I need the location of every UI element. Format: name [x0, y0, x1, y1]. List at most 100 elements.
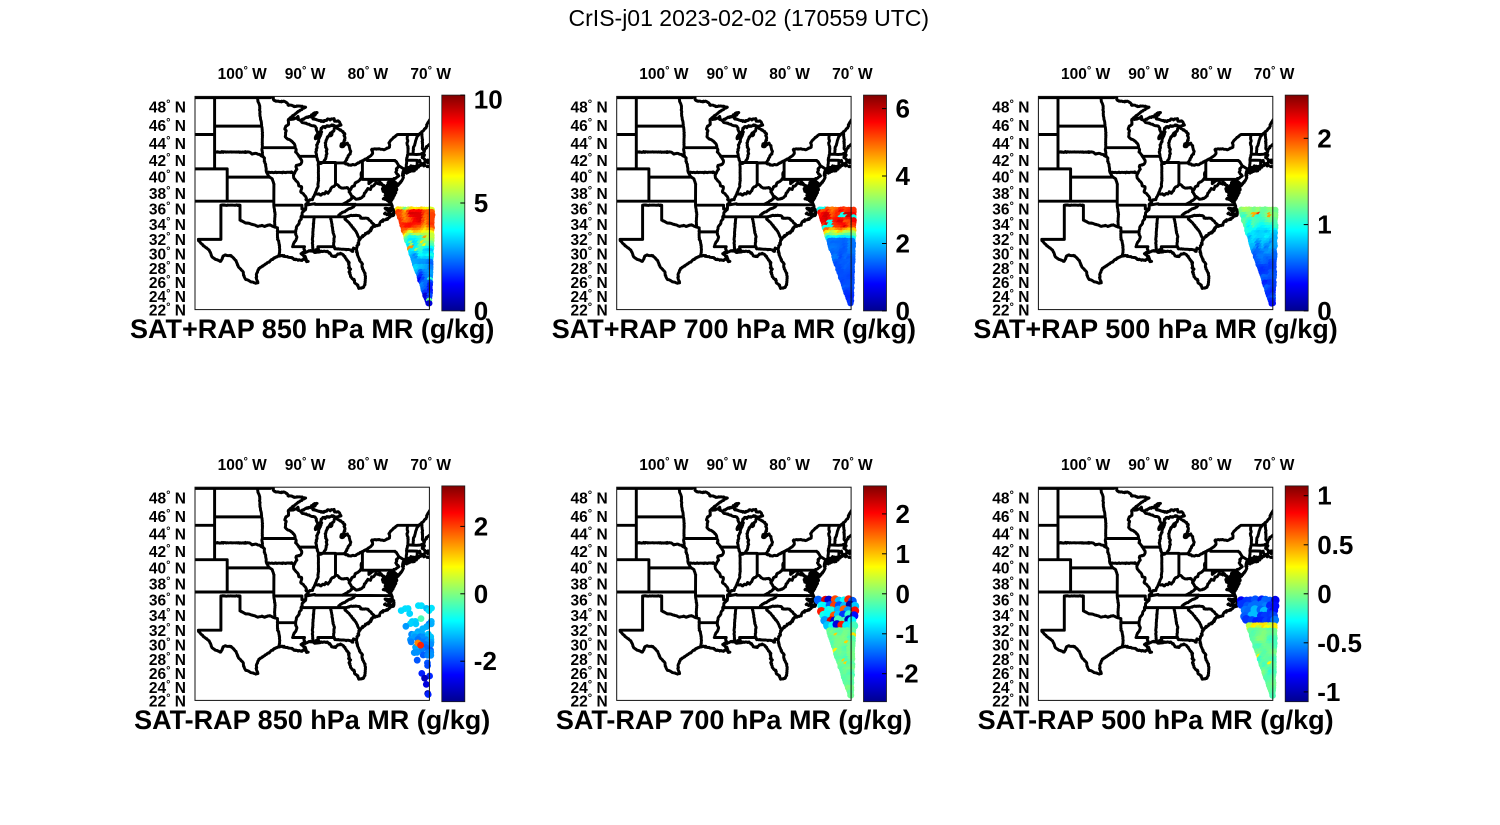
- svg-text:40° N: 40° N: [149, 169, 186, 187]
- svg-text:30° N: 30° N: [571, 636, 608, 654]
- svg-text:22° N: 22° N: [149, 692, 186, 710]
- svg-text:44° N: 44° N: [992, 526, 1029, 544]
- svg-text:0.5: 0.5: [1317, 530, 1353, 560]
- svg-text:2: 2: [474, 511, 488, 541]
- svg-text:100° W: 100° W: [1061, 65, 1111, 83]
- svg-text:48° N: 48° N: [149, 99, 186, 117]
- svg-text:70° W: 70° W: [832, 456, 873, 474]
- svg-text:26° N: 26° N: [571, 274, 608, 292]
- svg-text:46° N: 46° N: [149, 508, 186, 526]
- svg-text:22° N: 22° N: [571, 302, 608, 320]
- svg-text:-2: -2: [474, 646, 497, 676]
- svg-text:100° W: 100° W: [639, 456, 689, 474]
- svg-text:34° N: 34° N: [149, 607, 186, 625]
- svg-text:4: 4: [896, 161, 911, 191]
- svg-text:48° N: 48° N: [571, 490, 608, 508]
- svg-text:28° N: 28° N: [992, 651, 1029, 669]
- svg-text:34° N: 34° N: [992, 607, 1029, 625]
- svg-text:24° N: 24° N: [571, 679, 608, 697]
- svg-text:1: 1: [896, 539, 910, 569]
- svg-text:90° W: 90° W: [1128, 65, 1169, 83]
- svg-text:-1: -1: [896, 619, 919, 649]
- svg-text:90° W: 90° W: [707, 65, 748, 83]
- svg-text:80° W: 80° W: [348, 65, 389, 83]
- svg-text:36° N: 36° N: [149, 201, 186, 219]
- svg-text:38° N: 38° N: [992, 185, 1029, 203]
- svg-text:42° N: 42° N: [149, 152, 186, 170]
- svg-text:-1: -1: [1317, 677, 1340, 707]
- svg-text:22° N: 22° N: [149, 302, 186, 320]
- svg-text:70° W: 70° W: [1254, 456, 1295, 474]
- svg-text:80° W: 80° W: [1191, 456, 1232, 474]
- svg-text:22° N: 22° N: [571, 692, 608, 710]
- svg-text:SAT-RAP 500 hPa MR (g/kg): SAT-RAP 500 hPa MR (g/kg): [978, 705, 1334, 735]
- svg-text:36° N: 36° N: [571, 201, 608, 219]
- svg-text:26° N: 26° N: [149, 665, 186, 683]
- svg-text:SAT+RAP 700 hPa MR (g/kg): SAT+RAP 700 hPa MR (g/kg): [552, 314, 916, 344]
- svg-text:28° N: 28° N: [992, 260, 1029, 278]
- svg-text:24° N: 24° N: [571, 288, 608, 306]
- svg-text:42° N: 42° N: [571, 152, 608, 170]
- svg-text:38° N: 38° N: [992, 576, 1029, 594]
- svg-text:32° N: 32° N: [571, 231, 608, 249]
- svg-text:SAT-RAP 700 hPa MR (g/kg): SAT-RAP 700 hPa MR (g/kg): [556, 705, 912, 735]
- svg-text:26° N: 26° N: [992, 665, 1029, 683]
- svg-text:30° N: 30° N: [992, 246, 1029, 264]
- svg-text:0: 0: [896, 296, 910, 326]
- svg-text:0: 0: [474, 579, 488, 609]
- svg-text:42° N: 42° N: [992, 152, 1029, 170]
- svg-text:100° W: 100° W: [1061, 456, 1111, 474]
- svg-text:100° W: 100° W: [218, 65, 268, 83]
- svg-text:90° W: 90° W: [285, 456, 326, 474]
- svg-text:48° N: 48° N: [992, 99, 1029, 117]
- svg-text:46° N: 46° N: [571, 508, 608, 526]
- svg-text:48° N: 48° N: [149, 490, 186, 508]
- svg-text:24° N: 24° N: [149, 288, 186, 306]
- svg-text:48° N: 48° N: [571, 99, 608, 117]
- svg-text:46° N: 46° N: [992, 508, 1029, 526]
- svg-text:46° N: 46° N: [571, 117, 608, 135]
- svg-text:30° N: 30° N: [149, 636, 186, 654]
- svg-text:34° N: 34° N: [571, 216, 608, 234]
- svg-text:32° N: 32° N: [149, 622, 186, 640]
- svg-text:70° W: 70° W: [832, 65, 873, 83]
- svg-text:32° N: 32° N: [992, 231, 1029, 249]
- svg-text:40° N: 40° N: [149, 560, 186, 578]
- svg-text:0: 0: [1317, 579, 1331, 609]
- svg-text:48° N: 48° N: [992, 490, 1029, 508]
- svg-text:36° N: 36° N: [992, 591, 1029, 609]
- svg-text:38° N: 38° N: [149, 185, 186, 203]
- svg-text:34° N: 34° N: [571, 607, 608, 625]
- svg-text:32° N: 32° N: [571, 622, 608, 640]
- svg-text:40° N: 40° N: [571, 560, 608, 578]
- svg-text:1: 1: [1317, 481, 1331, 511]
- svg-text:46° N: 46° N: [992, 117, 1029, 135]
- svg-text:90° W: 90° W: [1128, 456, 1169, 474]
- svg-text:42° N: 42° N: [149, 543, 186, 561]
- svg-text:2: 2: [896, 499, 910, 529]
- svg-text:38° N: 38° N: [571, 576, 608, 594]
- svg-text:42° N: 42° N: [992, 543, 1029, 561]
- svg-text:22° N: 22° N: [992, 692, 1029, 710]
- svg-text:-0.5: -0.5: [1317, 628, 1362, 658]
- svg-text:100° W: 100° W: [218, 456, 268, 474]
- svg-text:100° W: 100° W: [639, 65, 689, 83]
- svg-text:36° N: 36° N: [571, 591, 608, 609]
- svg-text:24° N: 24° N: [992, 679, 1029, 697]
- svg-text:70° W: 70° W: [1254, 65, 1295, 83]
- svg-text:CrIS-j01 2023-02-02 (170559 UT: CrIS-j01 2023-02-02 (170559 UTC): [569, 5, 930, 31]
- svg-text:28° N: 28° N: [149, 260, 186, 278]
- svg-text:38° N: 38° N: [149, 576, 186, 594]
- svg-text:44° N: 44° N: [992, 135, 1029, 153]
- svg-text:40° N: 40° N: [992, 169, 1029, 187]
- svg-text:28° N: 28° N: [149, 651, 186, 669]
- svg-text:2: 2: [1317, 123, 1331, 153]
- svg-text:24° N: 24° N: [149, 679, 186, 697]
- svg-text:32° N: 32° N: [992, 622, 1029, 640]
- svg-text:10: 10: [474, 85, 503, 115]
- svg-text:-2: -2: [896, 659, 919, 689]
- svg-text:22° N: 22° N: [992, 302, 1029, 320]
- svg-text:44° N: 44° N: [149, 135, 186, 153]
- svg-text:36° N: 36° N: [992, 201, 1029, 219]
- svg-text:0: 0: [896, 579, 910, 609]
